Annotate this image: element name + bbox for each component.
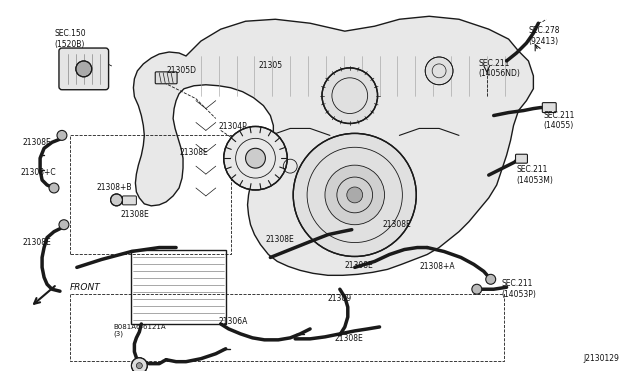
Circle shape [293,134,416,256]
Text: B081A6-6121A
(3): B081A6-6121A (3) [113,324,166,337]
Circle shape [322,68,378,124]
Text: 21306A: 21306A [219,317,248,326]
Circle shape [224,126,287,190]
Text: 21304P: 21304P [219,122,248,131]
FancyBboxPatch shape [516,154,527,163]
Text: 21308E: 21308E [22,138,51,147]
Circle shape [425,57,453,85]
Circle shape [486,274,495,284]
Text: SEC.211
(14055): SEC.211 (14055) [543,110,575,130]
Text: 21308E: 21308E [345,262,374,270]
Circle shape [325,165,385,225]
Circle shape [57,131,67,140]
Text: 21308E: 21308E [120,210,149,219]
Text: J2130129: J2130129 [583,354,619,363]
Text: 21308+A: 21308+A [419,262,455,272]
Text: 21308E: 21308E [179,148,208,157]
Text: 21308+C: 21308+C [20,168,56,177]
Text: 21308E: 21308E [266,235,294,244]
FancyBboxPatch shape [156,72,177,84]
Text: 21305D: 21305D [166,66,196,75]
Circle shape [246,148,266,168]
Text: SEC.211
(14056ND): SEC.211 (14056ND) [479,59,521,78]
FancyBboxPatch shape [122,196,136,205]
Text: 21308E: 21308E [383,220,412,229]
Text: 21308+B: 21308+B [97,183,132,192]
Text: SEC.211
(14053P): SEC.211 (14053P) [502,279,536,299]
Polygon shape [133,16,533,275]
Text: 21305: 21305 [259,61,283,70]
Text: 21308E: 21308E [22,238,51,247]
FancyBboxPatch shape [59,48,109,90]
Circle shape [136,363,142,369]
Text: 21309: 21309 [328,294,352,303]
Circle shape [347,187,363,203]
Circle shape [59,220,69,230]
Circle shape [49,183,59,193]
Text: FRONT: FRONT [70,283,100,292]
Text: SEC.211
(14053M): SEC.211 (14053M) [516,165,554,185]
Text: SEC.278
(92413): SEC.278 (92413) [529,26,560,46]
Bar [131,250,226,324]
Circle shape [76,61,92,77]
Circle shape [111,194,122,206]
FancyBboxPatch shape [542,103,556,113]
Circle shape [131,358,147,372]
Text: SEC.150
(1520B): SEC.150 (1520B) [54,29,86,49]
Circle shape [472,284,482,294]
Text: 21308E: 21308E [335,334,364,343]
